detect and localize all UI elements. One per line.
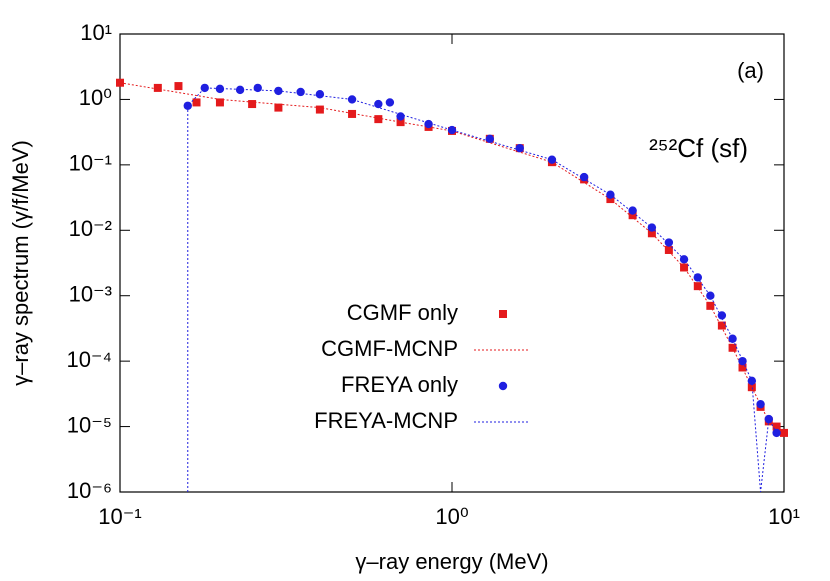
- data-point: [628, 206, 637, 215]
- legend-label: FREYA only: [341, 372, 458, 397]
- legend-label: CGMF-MCNP: [321, 336, 458, 361]
- data-point: [396, 112, 405, 121]
- y-axis-label: γ–ray spectrum (γ/f/MeV): [8, 140, 33, 386]
- y-tick-label: 10¹: [80, 20, 112, 45]
- data-point: [647, 229, 656, 238]
- y-tick-label: 10⁻¹: [69, 151, 112, 176]
- x-axis-label: γ–ray energy (MeV): [355, 549, 548, 574]
- data-point: [315, 105, 324, 114]
- data-point: [183, 101, 192, 110]
- data-point: [772, 422, 781, 431]
- data-point: [315, 90, 325, 99]
- y-tick-label: 10⁻⁶: [67, 478, 112, 503]
- data-point: [693, 282, 702, 291]
- data-point: [274, 103, 283, 112]
- data-point: [296, 87, 305, 97]
- data-point: [628, 211, 637, 220]
- legend-label: CGMF only: [347, 300, 458, 325]
- data-point: [385, 98, 395, 107]
- data-point: [374, 115, 383, 124]
- data-point: [215, 84, 225, 94]
- y-tick-label: 10⁰: [79, 85, 112, 110]
- data-point: [579, 172, 589, 182]
- legend-swatch: [499, 310, 507, 318]
- data-point: [664, 238, 674, 247]
- y-tick-label: 10⁻³: [69, 282, 112, 307]
- data-point: [738, 356, 747, 366]
- data-point: [153, 83, 162, 92]
- x-tick-label: 10¹: [768, 504, 800, 529]
- annotation: ²⁵²Cf (sf): [649, 133, 748, 163]
- data-point: [738, 363, 747, 372]
- data-point: [764, 414, 774, 424]
- data-point: [192, 98, 201, 107]
- data-point: [374, 99, 383, 109]
- data-point: [515, 143, 524, 153]
- data-point: [756, 399, 765, 409]
- data-point: [174, 82, 183, 91]
- data-point: [215, 98, 224, 107]
- y-tick-label: 10⁻²: [69, 216, 112, 241]
- data-point: [253, 83, 262, 93]
- data-point: [396, 118, 405, 127]
- data-point: [606, 190, 615, 199]
- annotation: (a): [737, 58, 764, 83]
- data-point: [728, 334, 737, 343]
- data-point: [706, 291, 715, 300]
- series-line: [187, 87, 778, 493]
- x-tick-label: 10⁰: [435, 504, 468, 529]
- data-point: [447, 125, 457, 135]
- legend-swatch: [498, 381, 508, 391]
- y-tick-label: 10⁻⁴: [66, 347, 112, 372]
- data-point: [248, 100, 257, 109]
- data-point: [680, 263, 689, 272]
- x-tick-label: 10⁻¹: [98, 504, 141, 529]
- data-point: [348, 109, 357, 118]
- data-point: [717, 321, 726, 330]
- data-point: [772, 428, 781, 438]
- data-point: [235, 85, 245, 95]
- data-point: [717, 311, 727, 320]
- data-point: [664, 245, 673, 254]
- data-point: [347, 95, 357, 104]
- data-point: [547, 155, 557, 164]
- data-point: [200, 83, 209, 93]
- y-tick-label: 10⁻⁵: [67, 412, 112, 437]
- legend-label: FREYA-MCNP: [314, 408, 458, 433]
